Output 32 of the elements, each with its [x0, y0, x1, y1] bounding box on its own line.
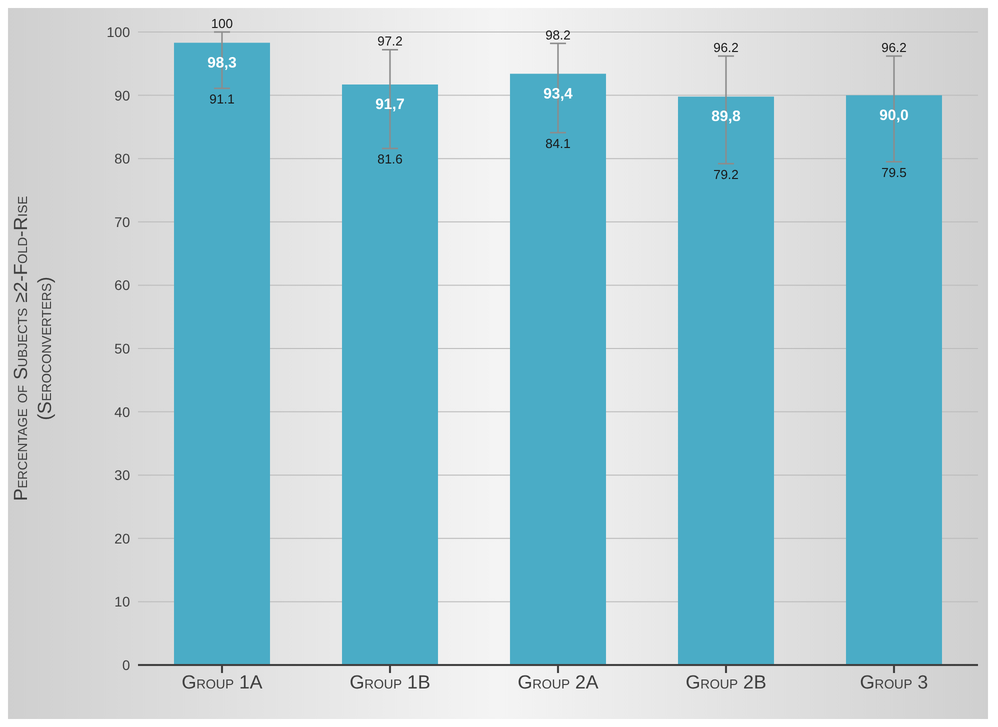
x-tick-label: Group 1B	[350, 672, 430, 694]
data-label: 91,7	[375, 96, 405, 114]
x-tick-label: Group 2A	[518, 672, 599, 694]
y-tick-label: 10	[114, 594, 130, 610]
annotation: 81.6	[377, 152, 403, 167]
x-tick-label: Group 3	[860, 672, 928, 694]
y-axis-title: Percentage of Subjects ≥2-Fold-Rise (Seroconverters)	[11, 196, 56, 502]
annotation: 79.2	[713, 166, 739, 182]
data-label: 89,8	[711, 108, 741, 126]
y-tick-label: 80	[114, 150, 130, 167]
y-tick-label: 0	[122, 656, 130, 673]
y-tick-label: 100	[106, 24, 130, 40]
data-label: 90,0	[879, 106, 909, 124]
annotation: 79.5	[881, 164, 907, 180]
y-tick-label: 40	[114, 404, 130, 420]
annotation: 84.1	[545, 136, 571, 151]
y-tick-label: 60	[114, 277, 130, 294]
annotation: 96.2	[881, 40, 907, 56]
data-label: 93,4	[543, 85, 574, 102]
annotation: 91.1	[209, 92, 235, 107]
x-tick-label: Group 2B	[686, 672, 766, 694]
annotation: 96.2	[713, 40, 739, 56]
y-tick-label: 50	[114, 340, 130, 356]
y-tick-label: 70	[114, 214, 130, 230]
annotation: 100	[211, 16, 233, 31]
data-label: 98,3	[207, 54, 237, 72]
y-tick-label: 90	[114, 87, 130, 104]
y-tick-label: 20	[114, 530, 130, 546]
x-tick-label: Group 1A	[182, 672, 263, 694]
annotation: 98.2	[545, 27, 571, 42]
annotation: 97.2	[377, 34, 403, 49]
y-tick-label: 30	[114, 467, 130, 484]
